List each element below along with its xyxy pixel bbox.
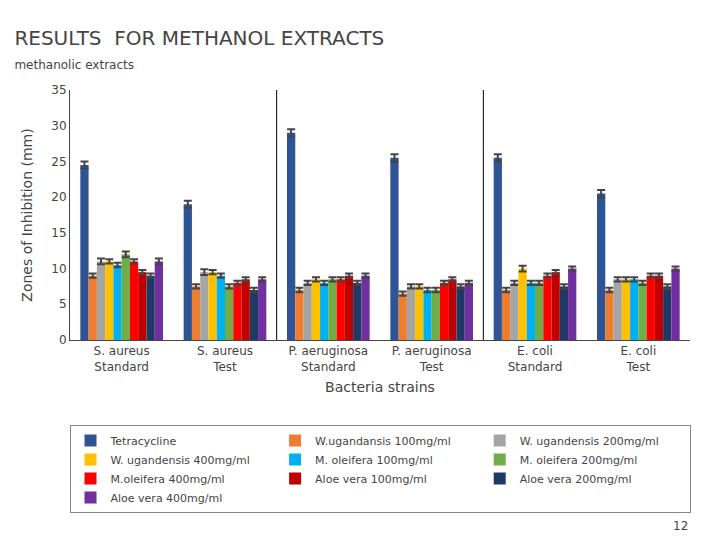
svg-text:0: 0 [59, 333, 67, 347]
svg-text:E. coliTest: E. coliTest [620, 344, 656, 374]
svg-text:W. ugandensis 200mg/ml: W. ugandensis 200mg/ml [520, 435, 659, 448]
svg-text:W.ugandansis 100mg/ml: W.ugandansis 100mg/ml [315, 435, 451, 448]
svg-text:20: 20 [51, 190, 66, 204]
svg-text:M. oleifera 200mg/ml: M. oleifera 200mg/ml [520, 454, 638, 467]
svg-text:30: 30 [51, 119, 66, 133]
svg-text:RESULTS FOR METHANOL EXTRACTS: RESULTS FOR METHANOL EXTRACTS [14, 26, 384, 50]
svg-text:10: 10 [51, 262, 66, 276]
svg-text:S. aureusStandard: S. aureusStandard [94, 344, 150, 374]
svg-text:Aloe vera 400mg/ml: Aloe vera 400mg/ml [111, 492, 223, 505]
svg-text:methanolic extracts: methanolic extracts [14, 58, 134, 72]
svg-text:35: 35 [51, 83, 66, 97]
svg-text:W. ugandensis 400mg/ml: W. ugandensis 400mg/ml [111, 454, 250, 467]
svg-text:12: 12 [673, 519, 688, 533]
svg-text:5: 5 [59, 297, 67, 311]
svg-text:E. coliStandard: E. coliStandard [508, 344, 563, 374]
svg-text:S. aureusTest: S. aureusTest [197, 344, 253, 374]
svg-text:P. aeruginosaTest: P. aeruginosaTest [392, 344, 472, 374]
svg-text:P. aeruginosaStandard: P. aeruginosaStandard [288, 344, 368, 374]
svg-text:Bacteria strains: Bacteria strains [325, 379, 435, 395]
svg-text:25: 25 [51, 155, 66, 169]
svg-text:Zones of Inhibition (mm): Zones of Inhibition (mm) [19, 128, 35, 301]
svg-text:M. oleifera 100mg/ml: M. oleifera 100mg/ml [315, 454, 433, 467]
svg-text:Aloe vera 200mg/ml: Aloe vera 200mg/ml [520, 473, 632, 486]
svg-text:15: 15 [51, 226, 66, 240]
svg-text:M.oleifera 400mg/ml: M.oleifera 400mg/ml [111, 473, 225, 486]
svg-text:Tetracycline: Tetracycline [110, 435, 177, 448]
svg-text:Aloe vera 100mg/ml: Aloe vera 100mg/ml [315, 473, 427, 486]
